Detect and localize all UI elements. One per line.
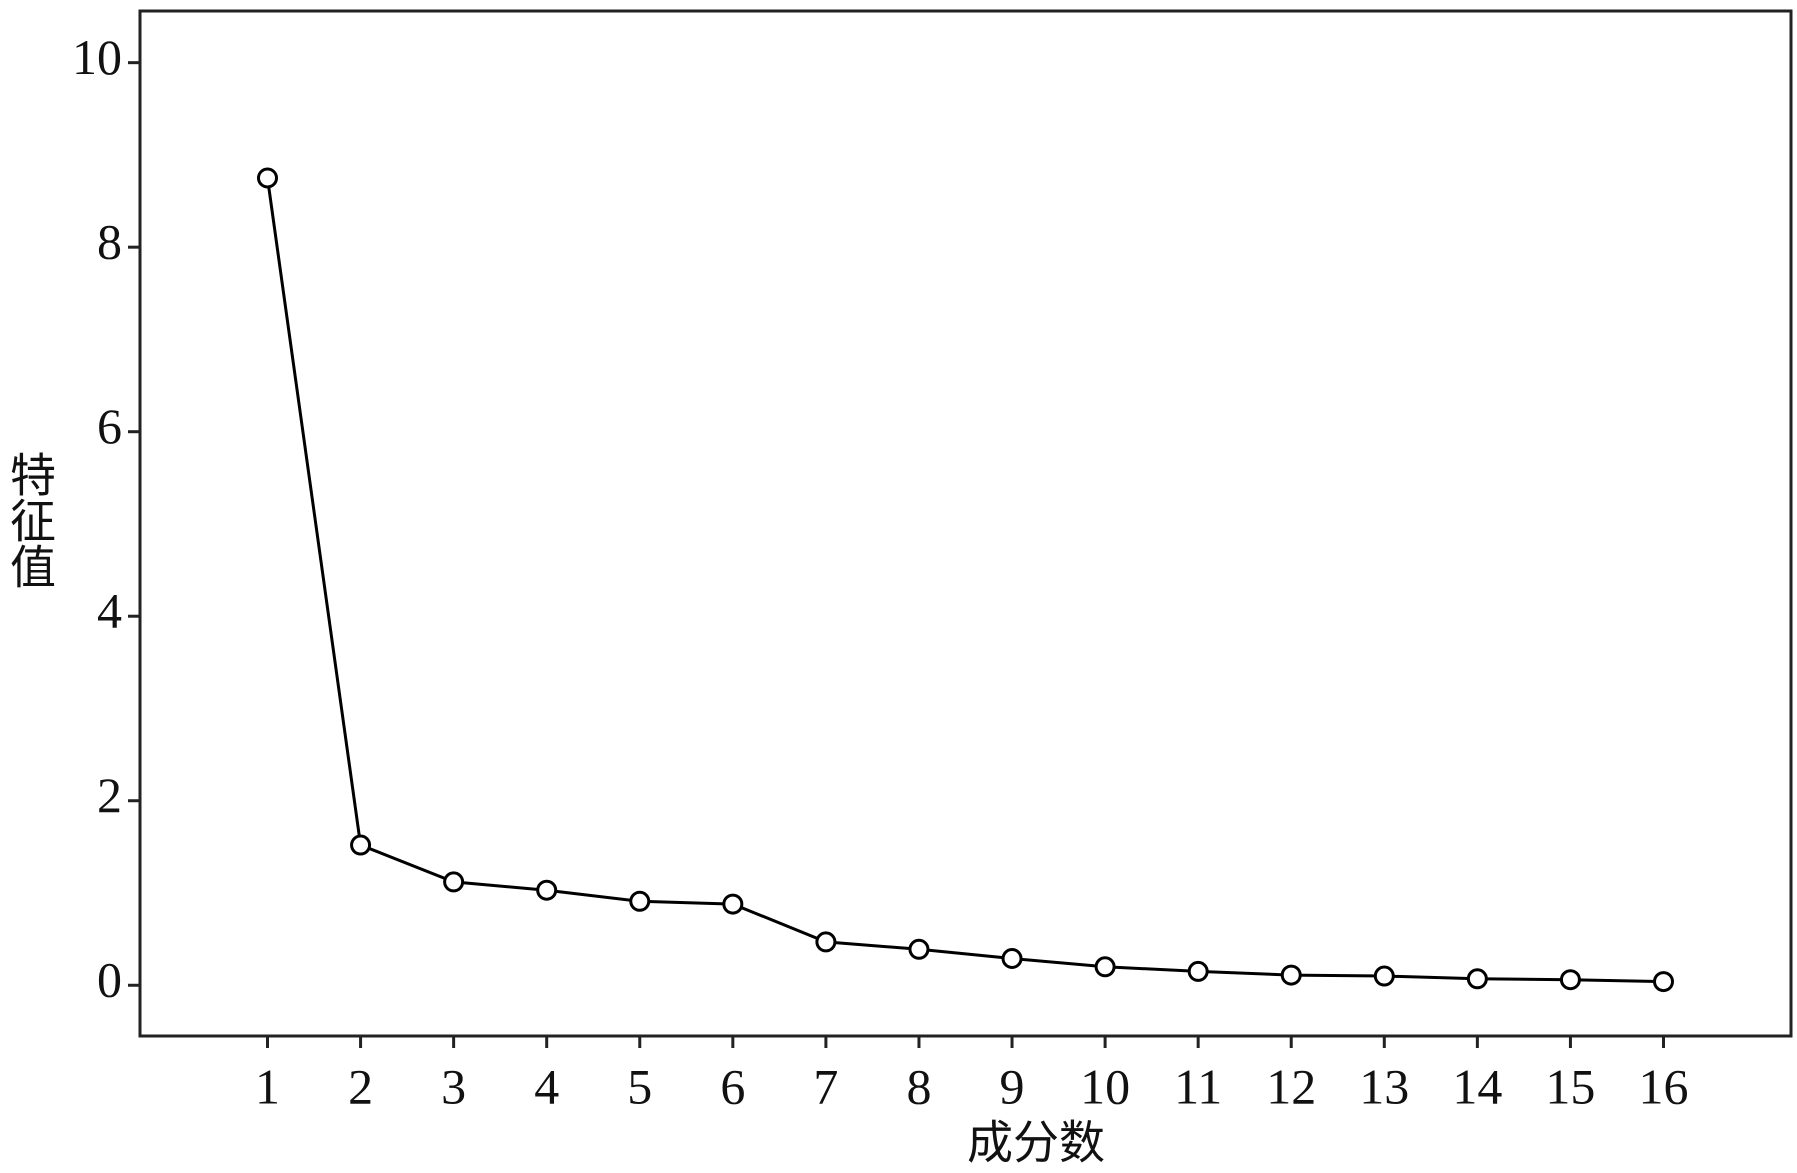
y-axis-label: 特征值	[3, 451, 57, 589]
x-tick-label: 11	[1174, 1058, 1222, 1114]
series-line	[266, 177, 1664, 984]
x-tick-label: 13	[1359, 1058, 1409, 1114]
x-tick-label: 2	[348, 1058, 373, 1114]
x-tick-label: 3	[441, 1058, 466, 1114]
x-tick-label: 4	[534, 1058, 559, 1114]
x-tick-label: 9	[1000, 1058, 1025, 1114]
data-point	[629, 890, 651, 912]
x-axis-label: 成分数	[967, 1116, 1105, 1170]
data-point	[1466, 968, 1488, 990]
x-tick-label: 14	[1452, 1058, 1502, 1114]
y-tick-label: 4	[97, 583, 122, 639]
y-tick-label: 0	[97, 952, 122, 1008]
x-tick-label: 5	[627, 1058, 652, 1114]
x-tick-label: 12	[1266, 1058, 1316, 1114]
y-tick-label: 8	[97, 214, 122, 270]
data-point	[1280, 964, 1302, 986]
data-point	[815, 931, 837, 953]
data-point	[350, 834, 372, 856]
x-tick-label: 15	[1545, 1058, 1595, 1114]
x-tick-label: 8	[906, 1058, 931, 1114]
x-tick-label: 1	[255, 1058, 280, 1114]
data-point	[1187, 960, 1209, 982]
x-tick-label: 7	[813, 1058, 838, 1114]
data-point	[1373, 965, 1395, 987]
data-point	[1559, 969, 1581, 991]
y-tick-label: 10	[72, 29, 122, 85]
data-point	[722, 893, 744, 915]
data-point	[1094, 956, 1116, 978]
data-point	[443, 871, 465, 893]
data-point	[908, 938, 930, 960]
data-point	[257, 167, 279, 189]
data-point	[536, 879, 558, 901]
x-tick-label: 16	[1638, 1058, 1688, 1114]
x-tick-label: 10	[1080, 1058, 1130, 1114]
data-point	[1001, 948, 1023, 970]
plot-frame	[138, 9, 1793, 1038]
y-tick-label: 6	[97, 398, 122, 454]
y-tick-label: 2	[97, 767, 122, 823]
data-point	[1652, 971, 1674, 993]
x-tick-label: 6	[720, 1058, 745, 1114]
